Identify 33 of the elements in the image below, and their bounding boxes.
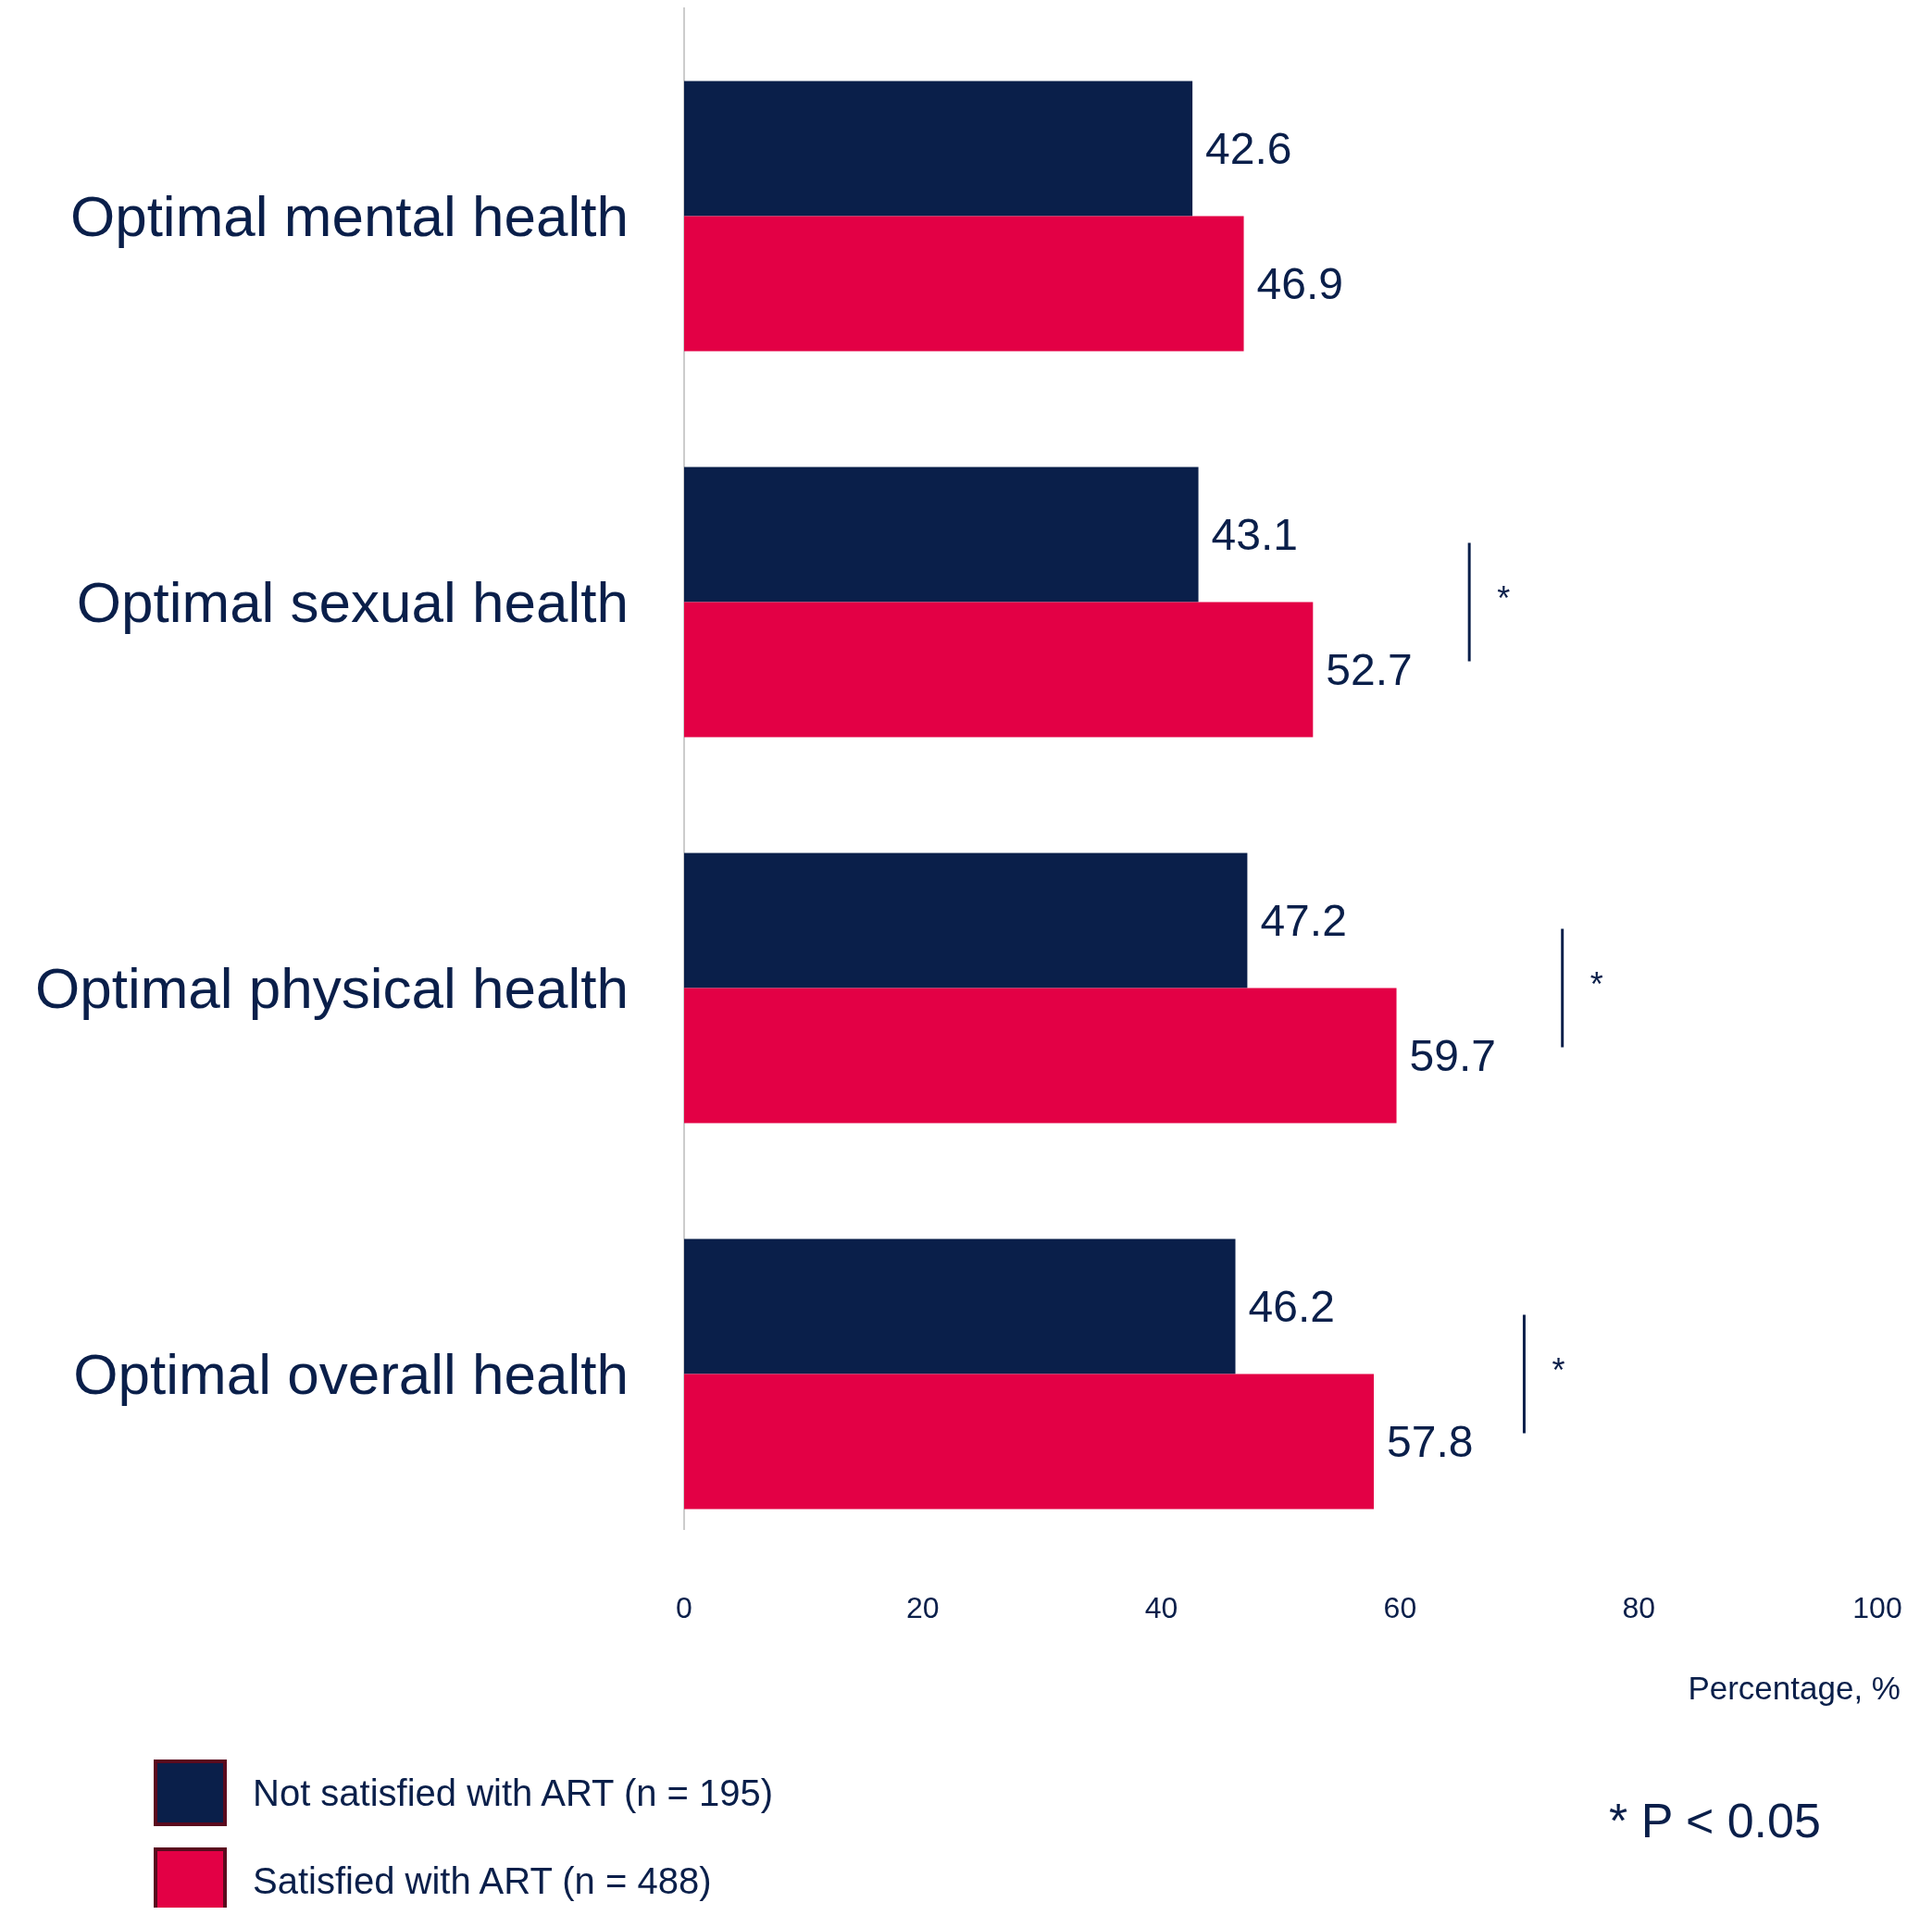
data-label: 46.2 bbox=[1248, 1282, 1335, 1332]
x-tick-label: 100 bbox=[1852, 1591, 1902, 1624]
x-tick-label: 60 bbox=[1383, 1591, 1417, 1624]
data-label: 42.6 bbox=[1205, 124, 1292, 174]
bar bbox=[684, 1238, 1236, 1374]
y-tick-label: Optimal overall health bbox=[73, 1342, 629, 1407]
data-label: 47.2 bbox=[1260, 896, 1347, 946]
x-tick-label: 20 bbox=[906, 1591, 940, 1624]
bar bbox=[684, 1374, 1375, 1510]
y-tick-label: Optimal physical health bbox=[35, 956, 629, 1021]
annotation: * bbox=[1552, 1350, 1565, 1389]
annotation: * bbox=[1497, 578, 1511, 617]
bar bbox=[684, 852, 1248, 989]
bar bbox=[684, 216, 1244, 352]
data-label: 59.7 bbox=[1409, 1031, 1496, 1081]
y-tick-label: Optimal mental health bbox=[69, 184, 629, 249]
bar bbox=[684, 81, 1193, 217]
bar bbox=[684, 602, 1314, 738]
legend-label: Not satisfied with ART (n = 195) bbox=[253, 1772, 774, 1813]
data-label: 52.7 bbox=[1326, 645, 1413, 695]
data-label: 43.1 bbox=[1211, 510, 1298, 560]
text: * P < 0.05 bbox=[1609, 1794, 1821, 1847]
bar bbox=[684, 988, 1397, 1124]
x-axis-title: Percentage, % bbox=[1688, 1670, 1901, 1706]
x-tick-label: 80 bbox=[1622, 1591, 1655, 1624]
x-tick-label: 40 bbox=[1144, 1591, 1178, 1624]
y-tick-label: Optimal sexual health bbox=[76, 570, 629, 635]
legend-label: Satisfied with ART (n = 488) bbox=[253, 1860, 712, 1901]
data-label: 57.8 bbox=[1387, 1417, 1474, 1467]
data-label: 46.9 bbox=[1256, 259, 1343, 309]
x-tick-label: 0 bbox=[676, 1591, 692, 1624]
bar bbox=[684, 466, 1199, 603]
annotation: * bbox=[1589, 964, 1603, 1003]
